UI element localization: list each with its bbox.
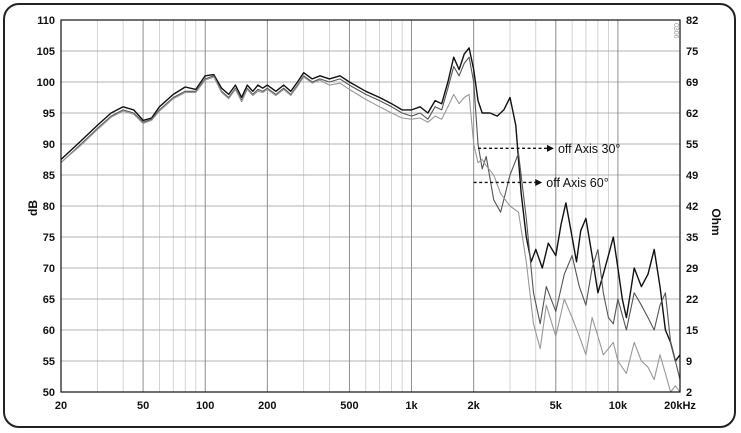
y2-tick-label: 49 [686, 170, 698, 182]
x-tick-label: 50 [137, 400, 149, 412]
y2-tick-label: 82 [686, 15, 698, 27]
y-tick-label: 70 [43, 263, 55, 275]
x-tick-label: 20 [55, 400, 67, 412]
y-axis-title: dB [26, 200, 40, 216]
y-tick-label: 95 [43, 108, 55, 120]
y-tick-label: 55 [43, 356, 55, 368]
y-tick-label: 75 [43, 232, 55, 244]
y2-tick-label: 42 [686, 201, 698, 213]
y2-tick-label: 22 [686, 294, 698, 306]
annotation-arrowhead [546, 144, 554, 152]
y-tick-label: 85 [43, 170, 55, 182]
y2-tick-label: 15 [686, 325, 698, 337]
y-tick-label: 110 [37, 15, 55, 27]
y2-tick-label: 2 [686, 387, 692, 399]
series-line-2 [61, 56, 680, 380]
chart-frame [3, 3, 736, 428]
y-tick-label: 80 [43, 201, 55, 213]
y2-tick-label: 75 [686, 46, 698, 58]
y-tick-label: 60 [43, 325, 55, 337]
x-tick-label: 500 [340, 400, 358, 412]
x-tick-label: 1k [405, 400, 418, 412]
y-tick-label: 50 [43, 387, 55, 399]
y2-tick-label: 69 [686, 77, 698, 89]
annotation-label: off Axis 30° [558, 142, 620, 156]
y2-tick-label: 9 [686, 356, 692, 368]
y2-tick-label: 35 [686, 232, 698, 244]
x-tick-label: 20kHz [664, 400, 696, 412]
y2-tick-label: 62 [686, 108, 698, 120]
x-tick-label: 200 [258, 400, 276, 412]
x-tick-label: 100 [196, 400, 214, 412]
series-line-3 [61, 76, 680, 392]
y2-axis-title: Ohm [709, 208, 723, 235]
x-tick-label: 2k [468, 400, 481, 412]
y2-tick-label: 55 [686, 139, 698, 151]
corner-mark: 0306 [672, 23, 679, 39]
x-tick-label: 5k [550, 400, 563, 412]
annotation-label: off Axis 60° [546, 176, 608, 190]
y2-tick-label: 29 [686, 263, 698, 275]
x-tick-label: 10k [609, 400, 628, 412]
y-tick-label: 65 [43, 294, 55, 306]
annotation-arrowhead [535, 178, 543, 186]
series-line-1 [61, 47, 680, 362]
plot-border [60, 19, 681, 393]
y-tick-label: 90 [43, 139, 55, 151]
y-tick-label: 100 [37, 77, 55, 89]
y-tick-label: 105 [37, 46, 55, 58]
